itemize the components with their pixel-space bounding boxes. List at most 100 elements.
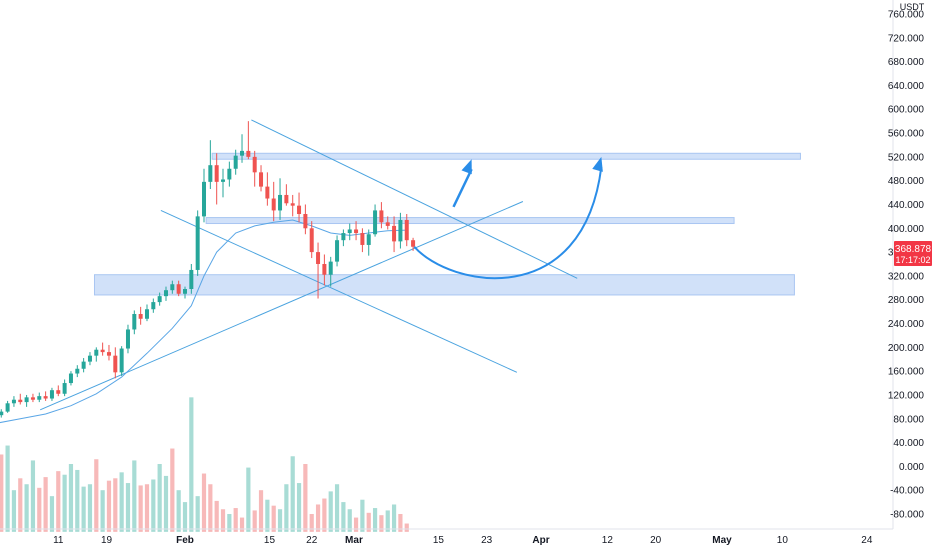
volume-bar <box>277 509 283 532</box>
arrow-cup-curve[interactable] <box>413 166 603 280</box>
time-tick-label: 12 <box>602 535 614 546</box>
price-tick-label: -40.000 <box>890 486 924 497</box>
volume-bar <box>341 502 346 532</box>
volume-bar <box>30 460 36 532</box>
time-axis[interactable]: 11 19 Feb 15 22 Mar 15 23 Apr 12 20 May 10 24 <box>53 535 873 546</box>
candle-body <box>335 240 340 262</box>
arrow-layer[interactable] <box>413 156 603 280</box>
time-tick-label: 22 <box>306 535 318 546</box>
candle-body <box>189 269 194 289</box>
price-tick-label: 0.000 <box>899 462 924 473</box>
candle <box>341 229 346 247</box>
volume-layer <box>0 397 409 532</box>
candle <box>265 172 270 206</box>
volume-bar <box>157 464 162 532</box>
candle-body <box>125 329 130 349</box>
candle-body <box>240 150 245 156</box>
candle <box>94 347 99 362</box>
price-tick-label: 720.000 <box>888 33 925 44</box>
volume-bar <box>18 478 23 532</box>
time-tick-label: 23 <box>481 535 493 546</box>
price-tick-label: 680.000 <box>888 57 925 68</box>
candle <box>37 392 42 403</box>
volume-bar <box>113 478 118 532</box>
candle <box>246 121 251 160</box>
candle-body <box>68 373 73 384</box>
candle <box>195 210 200 276</box>
time-tick-label: 10 <box>777 535 789 546</box>
candle-body <box>18 399 23 403</box>
volume-bar <box>322 498 327 532</box>
candle <box>170 280 175 294</box>
candle <box>322 254 327 286</box>
candle-body <box>316 252 321 264</box>
candle-body <box>62 383 67 394</box>
trendline-channel-bottom[interactable] <box>160 209 518 373</box>
candle <box>373 204 378 237</box>
volume-bar <box>309 514 314 532</box>
volume-bar <box>0 454 4 532</box>
arrow-breakout-arrow[interactable] <box>452 168 473 208</box>
candle <box>347 223 352 241</box>
volume-bar <box>404 523 409 532</box>
price-tick-label: 280.000 <box>888 295 925 306</box>
candle <box>75 365 80 378</box>
candle-body <box>183 289 187 294</box>
volume-bar <box>398 514 403 532</box>
volume-bar <box>49 496 55 532</box>
volume-bar <box>220 509 226 532</box>
zone-mid-resistance[interactable] <box>205 217 735 225</box>
volume-bar <box>119 472 124 532</box>
time-tick-label: Feb <box>176 535 194 546</box>
candle <box>208 140 213 189</box>
volume-bar <box>5 445 10 532</box>
candle-body <box>379 210 384 223</box>
candle <box>316 242 321 299</box>
volume-bar <box>239 517 245 532</box>
trendline-uptrend-support[interactable] <box>39 201 524 411</box>
candle <box>43 391 48 401</box>
candle-body <box>106 352 111 356</box>
zone-support[interactable] <box>93 274 795 296</box>
trendline-channel-top[interactable] <box>251 119 578 279</box>
candle <box>278 178 283 220</box>
candle-body <box>259 172 264 187</box>
candle-body <box>202 181 207 217</box>
price-tick-label: 160.000 <box>888 367 925 378</box>
trendline-layer[interactable] <box>39 119 578 411</box>
time-tick-label: Mar <box>345 535 363 546</box>
candle <box>138 306 143 325</box>
volume-bar <box>11 490 17 532</box>
candle-body <box>392 225 397 242</box>
candle <box>366 229 371 256</box>
candle <box>354 221 359 241</box>
candle <box>176 280 181 297</box>
volume-bar <box>132 460 137 532</box>
candle-body <box>347 229 352 234</box>
time-tick-label: May <box>712 535 732 546</box>
candle <box>151 298 156 313</box>
candle <box>240 134 245 163</box>
volume-bar <box>391 504 397 532</box>
time-tick-label: 15 <box>264 535 276 546</box>
candle-body <box>30 397 35 400</box>
candle <box>404 214 409 247</box>
price-tick-label: 640.000 <box>888 81 925 92</box>
candle-body <box>278 194 283 211</box>
price-tick-label: 400.000 <box>888 224 925 235</box>
candle <box>18 393 23 405</box>
candle-body <box>87 355 92 362</box>
candle <box>335 235 340 267</box>
candle-body <box>113 355 118 373</box>
candle-body <box>5 403 10 412</box>
candle <box>309 221 314 259</box>
candle <box>183 286 187 299</box>
zone-upper-resistance[interactable] <box>211 152 801 160</box>
volume-bar <box>252 510 257 532</box>
price-tick-label: 600.000 <box>888 105 925 116</box>
candle <box>24 394 29 407</box>
candle <box>233 149 238 175</box>
price-tick-label: 480.000 <box>888 176 925 187</box>
